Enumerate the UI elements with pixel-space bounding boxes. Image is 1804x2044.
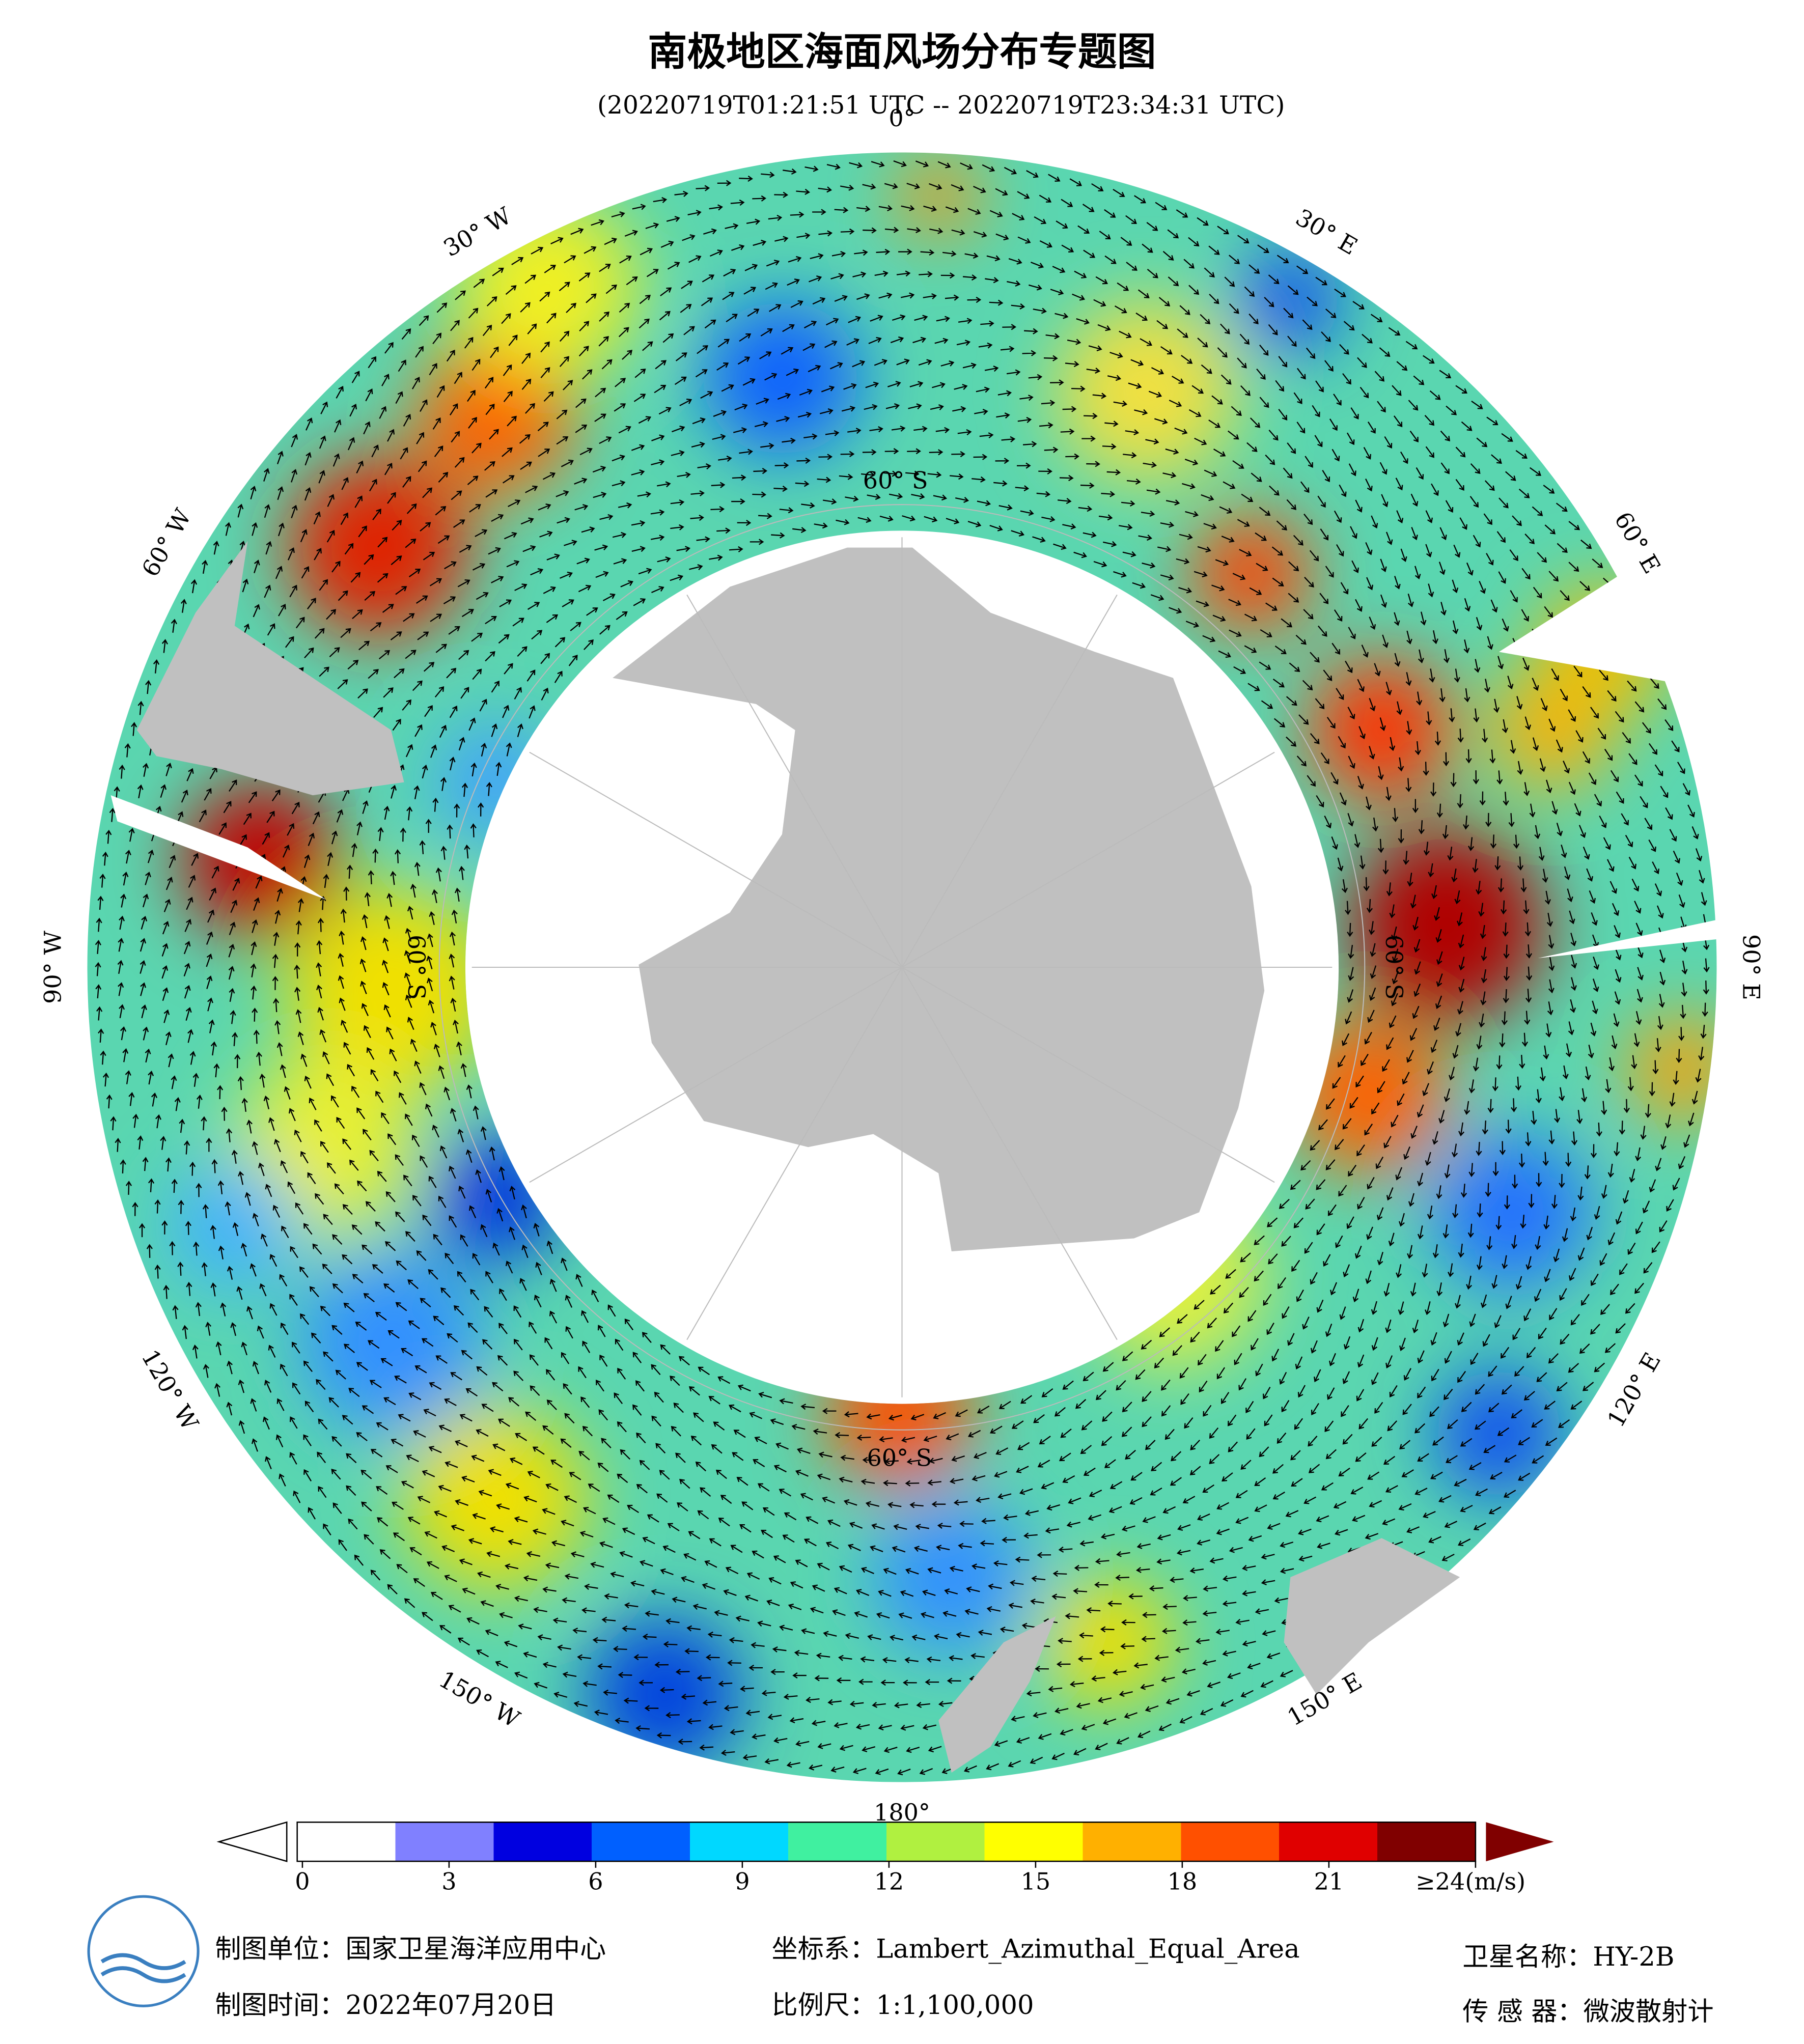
colorbar-tick-label: 3 — [441, 1868, 456, 1895]
graticule — [438, 504, 1366, 1431]
footer-date: 制图时间：2022年07月20日 — [215, 1990, 556, 2021]
speed-patch — [1042, 1577, 1173, 1708]
wind-arrow-ring — [404, 470, 1399, 1465]
footer-sensor: 传 感 器：微波散射计 — [1462, 1997, 1713, 2027]
speed-patch — [417, 339, 574, 496]
swath-gaps — [110, 561, 1724, 959]
longitude-label: 0° — [889, 104, 915, 132]
colorbar-under — [216, 1821, 288, 1862]
parallel — [438, 504, 1366, 1431]
speed-patch — [873, 1499, 1030, 1656]
wind-arrow-ring — [95, 160, 1710, 1776]
meridian — [529, 967, 903, 1183]
speed-patch — [299, 1251, 483, 1434]
footer-crs: 坐标系：Lambert_Azimuthal_Equal_Area — [772, 1934, 1300, 1965]
speed-patch — [169, 1160, 300, 1291]
footer-scale: 比例尺：1:1,100,000 — [772, 1990, 1034, 2021]
south-america — [136, 541, 404, 796]
speed-patch — [287, 886, 495, 1095]
wind-arrow-ring — [117, 183, 1688, 1753]
meridian — [686, 594, 903, 968]
footer-satellite: 卫星名称：HY-2B — [1462, 1942, 1674, 1972]
colorbar-over — [1486, 1822, 1554, 1862]
gap — [110, 795, 326, 900]
logo-ring — [87, 1895, 200, 2007]
colorbar-tick-label: 21 — [1314, 1868, 1344, 1895]
wind-arrow-ring — [183, 248, 1622, 1686]
wind-arrow-ring — [359, 426, 1443, 1508]
footer-unit: 制图单位：国家卫星海洋应用中心 — [215, 1934, 606, 1965]
longitude-label: 90° W — [39, 931, 67, 1004]
colorbar-tick-label: 0 — [295, 1868, 310, 1895]
colorbar-tick-label: 18 — [1168, 1868, 1198, 1895]
speed-patch — [1349, 828, 1545, 1024]
meridian — [901, 751, 1275, 968]
speed-patch — [436, 723, 554, 841]
meridian — [901, 967, 1118, 1340]
colorbar-tick-label: 15 — [1021, 1868, 1051, 1895]
meridian — [901, 967, 1275, 1183]
wind-arrow-ring — [294, 358, 1510, 1575]
colorbar-body — [296, 1822, 1477, 1862]
longitude-label: 90° E — [1737, 934, 1765, 1000]
colorbar: 0 3 6 9 12 15 18 21 ≥24(m/s) — [216, 1821, 1554, 1895]
speed-patch — [1056, 300, 1238, 483]
speed-patch — [586, 1616, 743, 1773]
wind-arrow-ring — [228, 292, 1577, 1641]
speed-patch — [1433, 1134, 1591, 1291]
longitude-label: 30° E — [1291, 204, 1363, 261]
wind-arrow-ring — [338, 403, 1465, 1530]
latitude-label: 60° S — [867, 1444, 932, 1472]
speed-patch — [1192, 515, 1310, 633]
title: 南极地区海面风场分布专题图 — [648, 29, 1156, 75]
speed-patch — [899, 156, 978, 235]
longitude-label: 60° E — [1609, 507, 1666, 578]
wind-arrow-ring — [381, 448, 1421, 1487]
wind-arrow-ring — [449, 515, 1354, 1421]
speed-patch — [287, 456, 469, 639]
wind-arrow-ring — [272, 336, 1533, 1597]
wind-arrows — [95, 160, 1710, 1776]
meridian — [529, 751, 903, 968]
gap — [1498, 561, 1721, 691]
colorbar-tick-label: 6 — [588, 1868, 603, 1895]
wind-field — [87, 152, 1717, 1782]
latitude-label: 60° S — [863, 467, 928, 494]
wind-arrow-ring — [206, 270, 1599, 1664]
new-zealand-australia — [938, 1538, 1460, 1773]
speed-patch — [404, 1408, 587, 1590]
logo — [87, 1895, 200, 2007]
colorbar-tick-label: ≥24(m/s) — [1416, 1868, 1525, 1895]
longitude-label: 180° — [874, 1799, 930, 1826]
colorbar-tick-label: 12 — [874, 1868, 904, 1895]
wind-arrow-ring — [426, 493, 1377, 1443]
latitude-label: 60° S — [1380, 935, 1408, 1000]
antarctica — [613, 547, 1265, 1252]
land — [136, 541, 1460, 1773]
meridian — [901, 594, 1118, 968]
logo-waves — [100, 1953, 186, 1983]
speed-patch — [1238, 247, 1343, 352]
wind-arrow-ring — [316, 381, 1487, 1553]
longitude-label: 60° W — [136, 504, 197, 581]
subtitle: (20220719T01:21:51 UTC -- 20220719T23:34… — [597, 91, 1285, 120]
longitude-label: 30° W — [439, 202, 516, 262]
meridian — [686, 967, 903, 1340]
colorbar-tick-label: 9 — [735, 1868, 750, 1895]
latitude-label: 60° S — [403, 935, 430, 1000]
gap — [1538, 919, 1724, 959]
